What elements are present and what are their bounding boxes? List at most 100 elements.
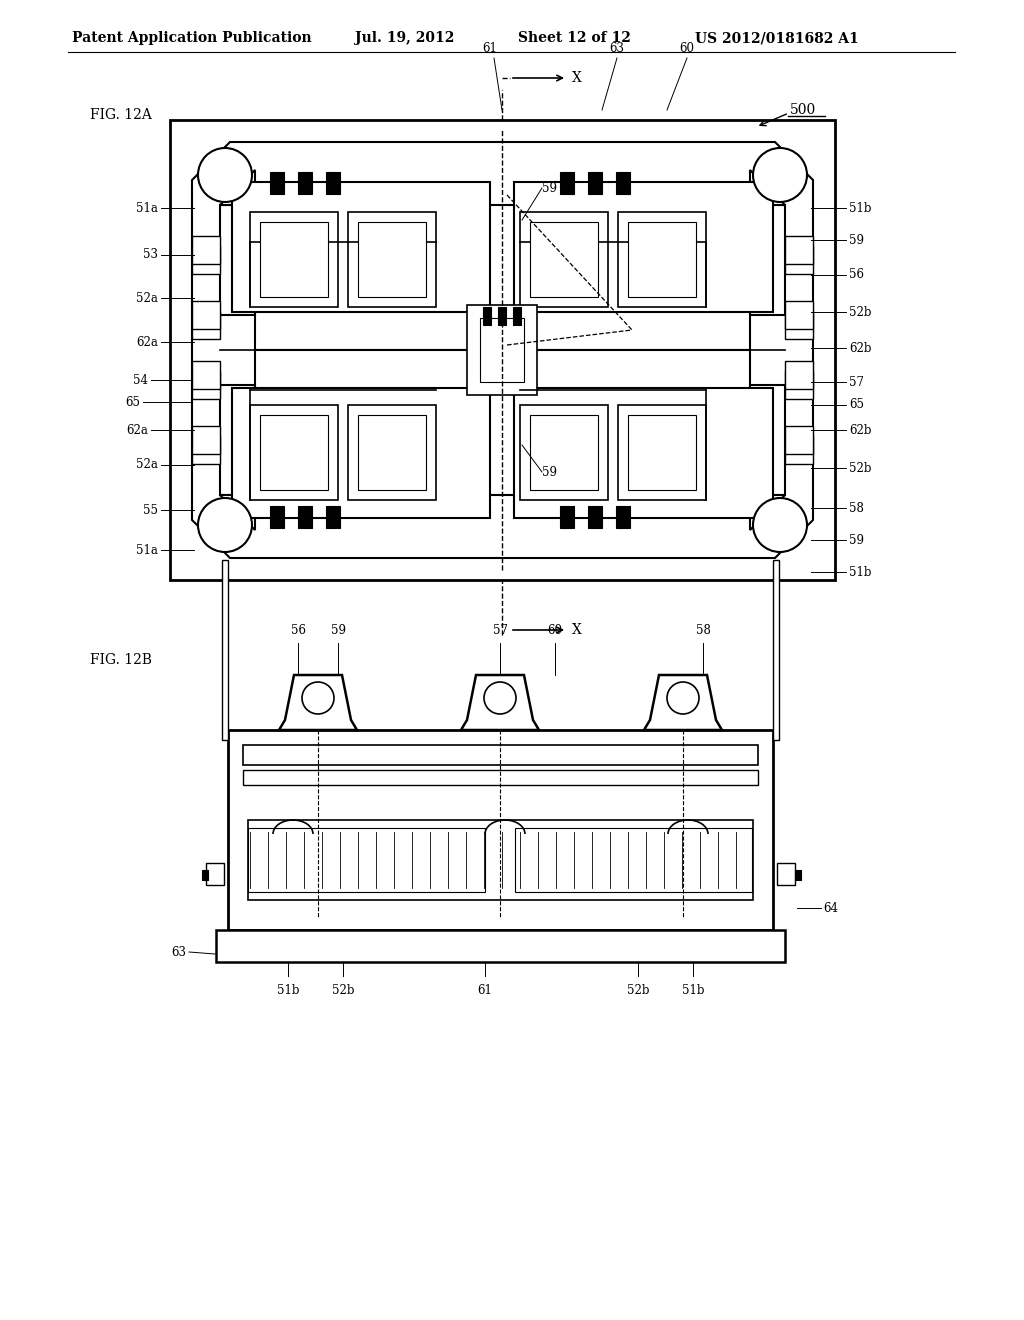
Bar (216, 931, 785, 962)
Bar (232, 388, 490, 517)
Bar (326, 506, 340, 528)
Bar (588, 506, 602, 528)
Text: 59: 59 (542, 466, 557, 479)
Bar (193, 312, 220, 339)
Text: 52b: 52b (627, 983, 649, 997)
Text: 59: 59 (849, 533, 864, 546)
Bar (248, 828, 485, 892)
Bar (628, 414, 696, 490)
Bar (785, 301, 813, 329)
Bar (513, 308, 521, 325)
Bar (467, 305, 537, 395)
Bar (250, 213, 338, 308)
Bar (220, 205, 255, 315)
Text: 51b: 51b (849, 202, 871, 214)
Bar (785, 371, 813, 399)
Text: 52a: 52a (136, 292, 158, 305)
Bar (193, 360, 220, 389)
Bar (628, 222, 696, 297)
Bar (243, 744, 758, 766)
Bar (260, 222, 328, 297)
Polygon shape (193, 143, 813, 558)
Bar (498, 308, 506, 325)
Bar (348, 405, 436, 500)
Bar (298, 506, 312, 528)
Bar (560, 172, 574, 194)
Text: 63: 63 (609, 42, 625, 55)
Bar (588, 172, 602, 194)
Bar (232, 182, 490, 312)
Text: 62a: 62a (126, 424, 148, 437)
Circle shape (198, 148, 252, 202)
Polygon shape (750, 170, 785, 205)
Bar (773, 560, 779, 741)
Bar (560, 506, 574, 528)
Bar (255, 350, 750, 495)
Bar (618, 213, 706, 308)
Bar (193, 436, 220, 465)
Text: 56: 56 (849, 268, 864, 281)
Bar (750, 385, 785, 495)
Text: 51b: 51b (682, 983, 705, 997)
Text: 59: 59 (542, 181, 557, 194)
Bar (530, 414, 598, 490)
Bar (514, 388, 773, 517)
Polygon shape (644, 675, 722, 730)
Bar (520, 213, 608, 308)
Text: 55: 55 (143, 503, 158, 516)
Bar (483, 308, 490, 325)
Bar (777, 863, 795, 884)
Text: 51a: 51a (136, 202, 158, 214)
Text: Sheet 12 of 12: Sheet 12 of 12 (518, 30, 631, 45)
Bar (193, 236, 220, 264)
Text: 62a: 62a (136, 335, 158, 348)
Text: 64: 64 (823, 902, 838, 915)
Bar (202, 870, 208, 880)
Bar (520, 405, 608, 500)
Bar (785, 246, 813, 275)
Text: 52b: 52b (849, 462, 871, 474)
Bar (243, 770, 758, 785)
Bar (193, 371, 220, 399)
Bar (358, 222, 426, 297)
Bar (530, 222, 598, 297)
Bar (785, 360, 813, 389)
Text: 51a: 51a (136, 544, 158, 557)
Bar (170, 120, 835, 579)
Text: 60: 60 (548, 624, 562, 638)
Bar (785, 436, 813, 465)
Bar (750, 205, 785, 315)
Bar (255, 205, 750, 350)
Text: 54: 54 (133, 374, 148, 387)
Text: 62b: 62b (849, 342, 871, 355)
Bar (206, 863, 224, 884)
Bar (220, 385, 255, 495)
Circle shape (667, 682, 699, 714)
Bar (248, 820, 753, 900)
Bar (228, 730, 773, 931)
Bar (270, 506, 284, 528)
Text: 52b: 52b (332, 983, 354, 997)
Text: 61: 61 (482, 42, 498, 55)
Bar (514, 182, 773, 312)
Text: US 2012/0181682 A1: US 2012/0181682 A1 (695, 30, 859, 45)
Bar (298, 172, 312, 194)
Bar (260, 414, 328, 490)
Text: X: X (572, 623, 582, 638)
Text: 56: 56 (291, 624, 305, 638)
Bar (270, 172, 284, 194)
Text: 65: 65 (849, 399, 864, 412)
Polygon shape (750, 495, 785, 531)
Bar (785, 312, 813, 339)
Bar (480, 318, 524, 381)
Text: Patent Application Publication: Patent Application Publication (72, 30, 311, 45)
Circle shape (753, 498, 807, 552)
Circle shape (484, 682, 516, 714)
Text: 62b: 62b (849, 424, 871, 437)
Text: 52b: 52b (849, 305, 871, 318)
Bar (358, 414, 426, 490)
Text: 59: 59 (331, 624, 345, 638)
Text: FIG. 12A: FIG. 12A (90, 108, 152, 121)
Polygon shape (461, 675, 539, 730)
Text: FIG. 12B: FIG. 12B (90, 653, 152, 667)
